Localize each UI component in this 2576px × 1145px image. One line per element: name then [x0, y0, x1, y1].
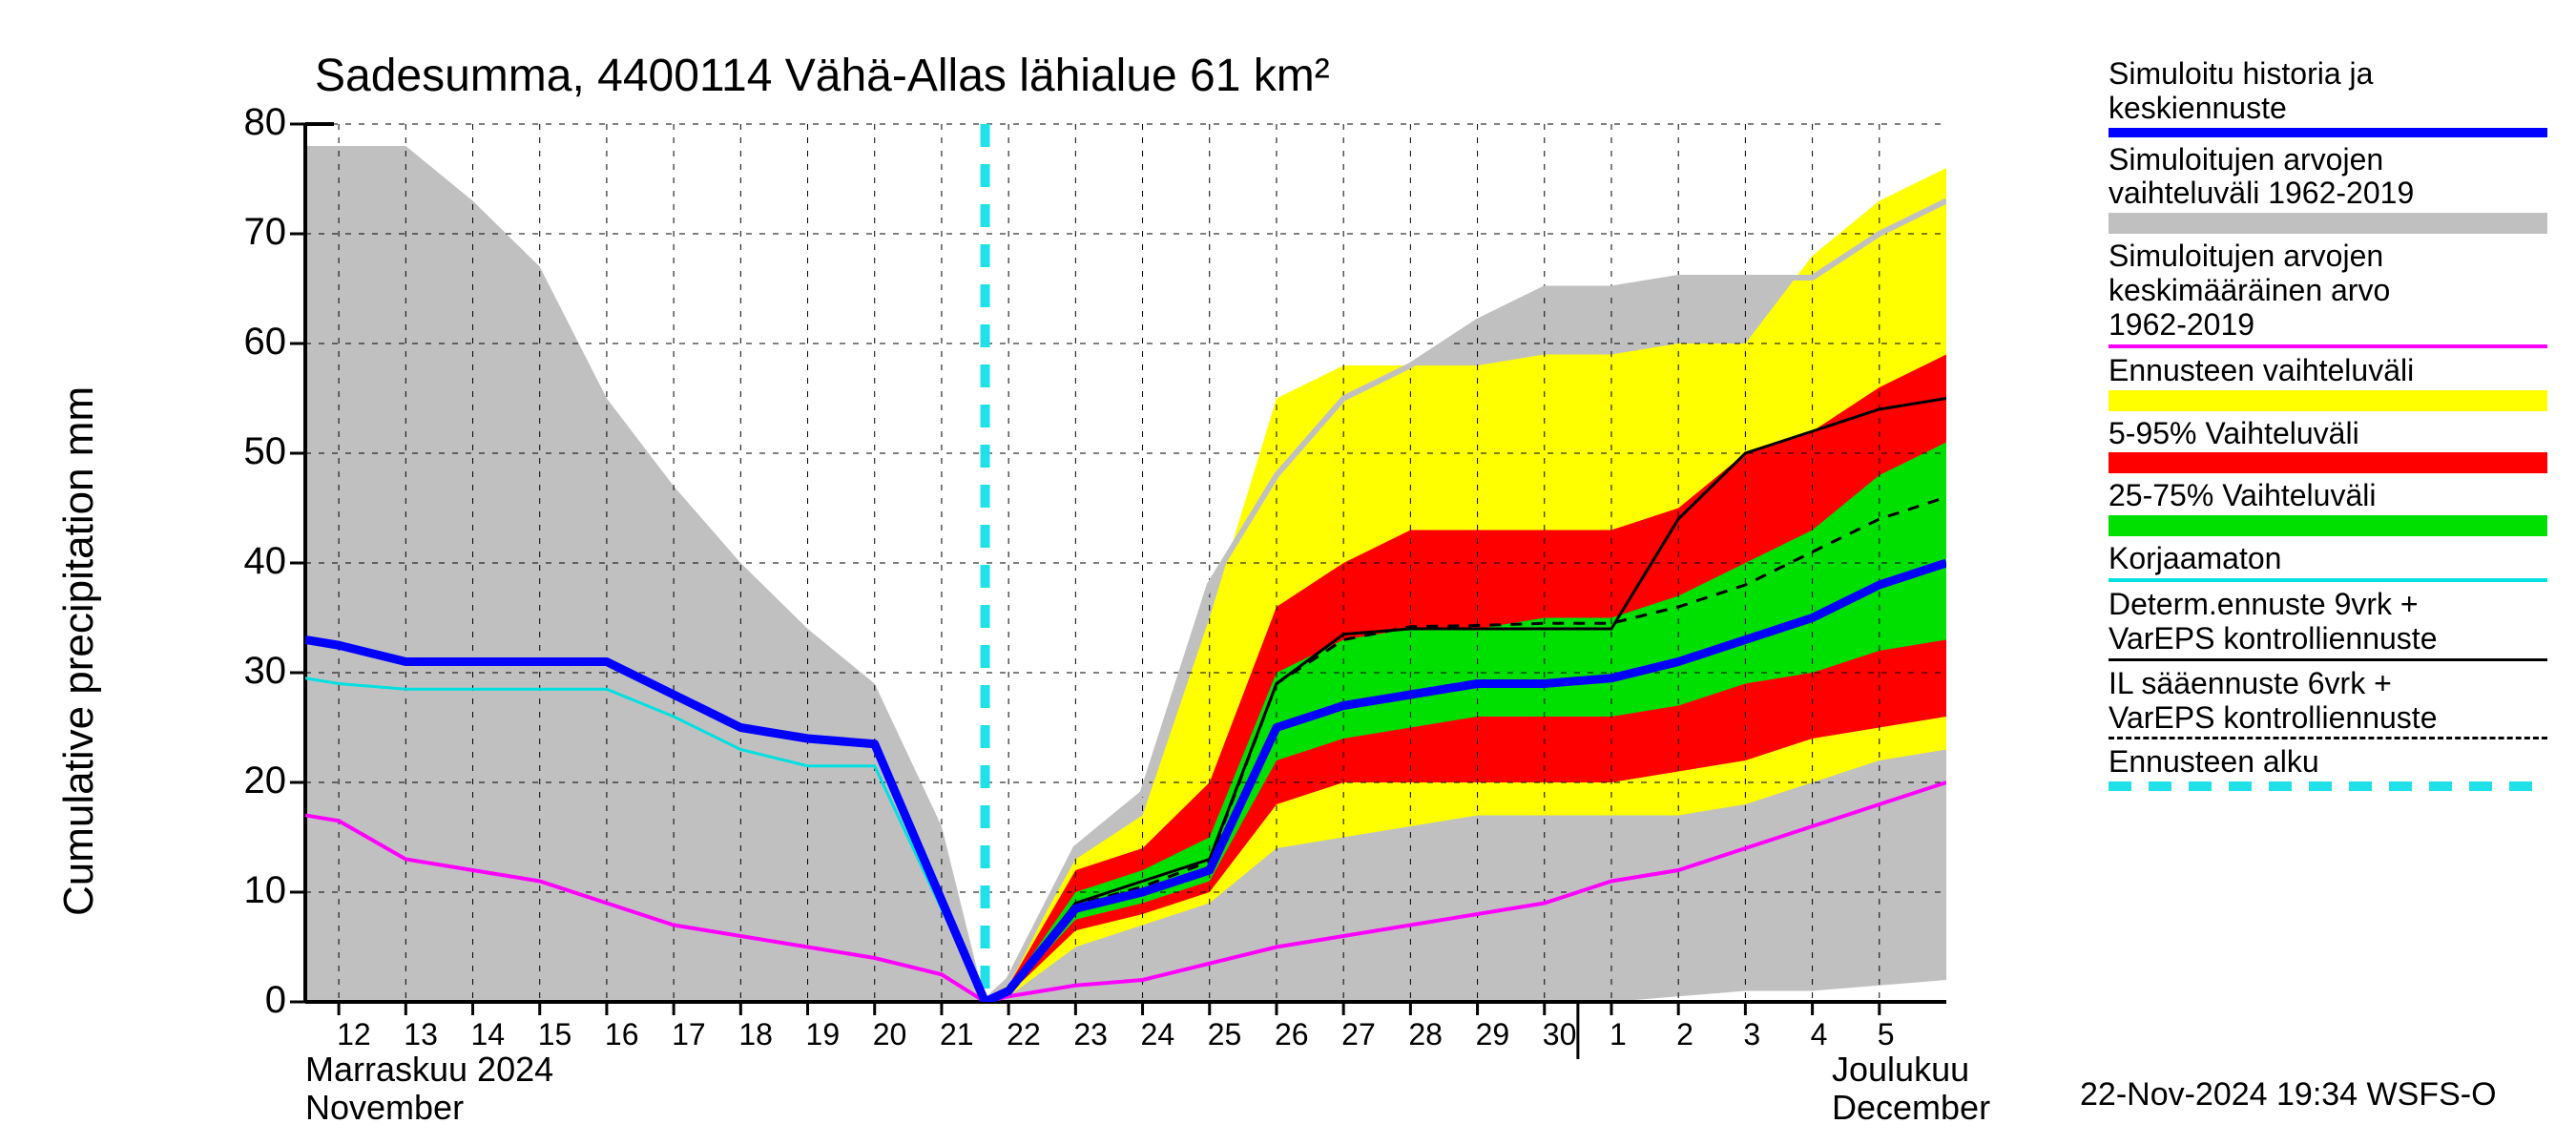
legend-entry: IL sääennuste 6vrk + VarEPS kontrollienn… [2109, 667, 2547, 740]
footer-timestamp: 22-Nov-2024 19:34 WSFS-O [2080, 1076, 2497, 1114]
x-tick: 17 [672, 1017, 706, 1052]
x-tick: 24 [1141, 1017, 1175, 1052]
legend-swatch [2109, 515, 2547, 536]
x-tick: 27 [1341, 1017, 1376, 1052]
x-tick: 21 [940, 1017, 974, 1052]
legend-label: Ennusteen alku [2109, 745, 2547, 780]
y-tick: 30 [200, 650, 286, 693]
y-tick: 10 [200, 869, 286, 912]
legend-label: keskiennuste [2109, 92, 2547, 126]
legend-label: keskimääräinen arvo [2109, 274, 2547, 308]
month-label-right-2: December [1832, 1088, 1990, 1128]
legend-label: Ennusteen vaihteluväli [2109, 354, 2547, 388]
x-tick: 18 [738, 1017, 773, 1052]
y-tick: 70 [200, 211, 286, 254]
x-tick: 12 [337, 1017, 371, 1052]
y-tick: 80 [200, 101, 286, 144]
y-tick: 40 [200, 540, 286, 583]
legend-label: IL sääennuste 6vrk + [2109, 667, 2547, 701]
x-tick: 3 [1743, 1017, 1760, 1052]
y-tick: 0 [200, 979, 286, 1022]
legend-entry: Determ.ennuste 9vrk +VarEPS kontrollienn… [2109, 588, 2547, 661]
x-tick: 19 [806, 1017, 841, 1052]
y-tick: 20 [200, 760, 286, 802]
x-tick: 20 [873, 1017, 907, 1052]
legend-swatch [2109, 737, 2547, 739]
legend-label: 1962-2019 [2109, 308, 2547, 343]
legend-label: Simuloitu historia ja [2109, 57, 2547, 92]
legend-label: VarEPS kontrolliennuste [2109, 622, 2547, 656]
legend-entry: Ennusteen vaihteluväli [2109, 354, 2547, 411]
legend-label: Simuloitujen arvojen [2109, 239, 2547, 274]
legend-label: Determ.ennuste 9vrk + [2109, 588, 2547, 622]
x-tick: 14 [471, 1017, 506, 1052]
x-tick: 28 [1408, 1017, 1443, 1052]
x-tick: 1 [1610, 1017, 1627, 1052]
x-tick: 4 [1811, 1017, 1828, 1052]
legend: Simuloitu historia jakeskiennusteSimuloi… [2109, 57, 2547, 797]
legend-swatch [2109, 213, 2547, 234]
legend-entry: Simuloitujen arvojenvaihteluväli 1962-20… [2109, 143, 2547, 235]
x-tick: 25 [1208, 1017, 1242, 1052]
legend-entry: Ennusteen alku [2109, 745, 2547, 791]
x-tick: 13 [404, 1017, 438, 1052]
legend-label: 5-95% Vaihteluväli [2109, 417, 2547, 451]
y-tick: 50 [200, 430, 286, 473]
legend-label: vaihteluväli 1962-2019 [2109, 177, 2547, 211]
x-tick: 22 [1007, 1017, 1041, 1052]
legend-swatch [2109, 344, 2547, 348]
x-tick: 16 [605, 1017, 639, 1052]
x-tick: 15 [538, 1017, 572, 1052]
month-label-left-1: Marraskuu 2024 [305, 1050, 553, 1090]
legend-swatch [2109, 781, 2547, 791]
x-tick: 26 [1275, 1017, 1309, 1052]
legend-swatch [2109, 128, 2547, 137]
x-tick: 29 [1476, 1017, 1510, 1052]
legend-label: Korjaamaton [2109, 542, 2547, 576]
x-tick: 23 [1073, 1017, 1108, 1052]
legend-swatch [2109, 578, 2547, 582]
legend-entry: Simuloitu historia jakeskiennuste [2109, 57, 2547, 137]
legend-entry: 5-95% Vaihteluväli [2109, 417, 2547, 474]
legend-swatch [2109, 658, 2547, 661]
month-label-left-2: November [305, 1088, 464, 1128]
legend-entry: Korjaamaton [2109, 542, 2547, 582]
legend-label: VarEPS kontrolliennuste [2109, 701, 2547, 736]
chart-container: { "title": "Sadesumma, 4400114 Vähä-Alla… [0, 0, 2576, 1145]
legend-entry: Simuloitujen arvojenkeskimääräinen arvo … [2109, 239, 2547, 347]
x-tick: 30 [1543, 1017, 1577, 1052]
x-tick: 2 [1676, 1017, 1693, 1052]
legend-swatch [2109, 390, 2547, 411]
legend-swatch [2109, 452, 2547, 473]
legend-entry: 25-75% Vaihteluväli [2109, 479, 2547, 536]
legend-label: 25-75% Vaihteluväli [2109, 479, 2547, 513]
legend-label: Simuloitujen arvojen [2109, 143, 2547, 177]
y-tick: 60 [200, 321, 286, 364]
month-label-right-1: Joulukuu [1832, 1050, 1969, 1090]
x-tick: 5 [1878, 1017, 1895, 1052]
